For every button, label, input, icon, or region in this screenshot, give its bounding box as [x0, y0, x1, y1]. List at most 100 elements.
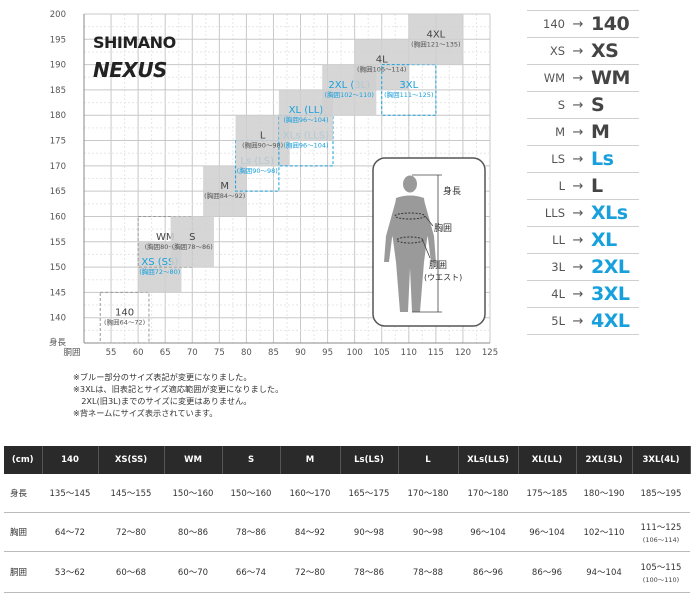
new-size-label: S [591, 94, 605, 116]
table-cell: 102～110 [576, 512, 632, 552]
new-size-label: 4XL [591, 310, 630, 332]
mapping-row: S → S [527, 92, 639, 119]
cell-value: 180～190 [583, 489, 625, 499]
x-tick-label: 125 [482, 348, 498, 358]
x-tick-label: 85 [268, 348, 279, 358]
brand-sub: NEXUS [93, 58, 167, 82]
cell-value: 145～155 [110, 489, 152, 499]
y-tick-label: 160 [50, 212, 66, 222]
size-header: 140 [42, 446, 99, 474]
new-size-label: 3XL [591, 283, 630, 305]
row-label: 胴囲 [4, 551, 42, 593]
size-box-chest: (胸囲64～72) [104, 318, 145, 327]
brand-name: SHIMANO [93, 33, 176, 52]
row-label: 胸囲 [4, 512, 42, 552]
x-tick-label: 60 [133, 348, 144, 358]
old-size-label: S [557, 98, 565, 112]
new-size-label: XL [591, 229, 617, 251]
table-cell: 150～160 [164, 474, 222, 513]
size-box-chest: (胸囲90～98) [242, 141, 283, 150]
mapping-row: LLS → XLs [527, 200, 639, 227]
height-label: 身長 [443, 185, 461, 197]
cell-value: 60～68 [115, 568, 147, 578]
mapping-row: LS → Ls [527, 146, 639, 173]
mapping-row: M → M [527, 119, 639, 146]
cell-old-range: (100～110) [642, 575, 680, 584]
waist-note: (ウエスト) [424, 273, 462, 282]
old-size-label: 3L [551, 260, 565, 274]
size-table: (cm) 140 XS(SS) WM S M Ls(LS) L XLs(LLS) XL(LL) 2X… [4, 446, 691, 593]
y-axis-label: 身長 [49, 337, 67, 348]
table-cell: 84～92 [280, 512, 340, 552]
x-axis-label: 胴囲 [63, 348, 80, 358]
cell-value: 105～115 [640, 562, 682, 573]
size-box-label: S [189, 232, 195, 243]
table-cell: 72～80 [280, 551, 340, 593]
size-box-chest: (胸囲90～98) [237, 166, 278, 175]
table-cell: 165～175 [340, 474, 398, 513]
arrow-icon: → [572, 124, 584, 140]
row-label: 身長 [4, 474, 42, 513]
x-tick-label: 100 [347, 348, 363, 358]
table-cell: 170～180 [398, 474, 458, 513]
size-header: WM [164, 446, 223, 474]
new-size-label: 2XL [591, 256, 630, 278]
cell-value: 60～70 [177, 568, 209, 578]
cell-value: 84～92 [294, 528, 326, 538]
waist-ring [396, 236, 424, 244]
cell-value: 90～98 [353, 528, 385, 538]
cell-value: 53～62 [54, 568, 86, 578]
table-cell: 160～170 [280, 474, 340, 513]
size-box [408, 14, 463, 65]
y-tick-label: 150 [50, 263, 66, 273]
y-tick-label: 145 [50, 288, 66, 298]
old-size-label: LLS [544, 206, 565, 220]
table-cell: 78～86 [340, 551, 398, 593]
y-tick-label: 200 [50, 10, 66, 20]
table-cell: 185～195 [632, 474, 690, 513]
table-cell: 86～96 [518, 551, 576, 593]
figure-right-arm [422, 200, 436, 262]
y-tick-label: 195 [50, 35, 66, 45]
cell-value: 96～104 [470, 528, 506, 538]
cell-value: 175～185 [526, 489, 568, 499]
mapping-row: 4L → 3XL [527, 281, 639, 308]
cell-value: 78～86 [235, 528, 267, 538]
table-cell: 105～115 (100～110) [632, 551, 690, 593]
size-box-label: 4XL [426, 29, 445, 40]
size-box-chest: (胸囲106～114) [357, 65, 406, 74]
mapping-row: 140 → 140 [527, 10, 639, 38]
mapping-row: 3L → 2XL [527, 254, 639, 281]
y-tick-label: 140 [50, 314, 66, 324]
table-cell: 96～104 [518, 512, 576, 552]
mapping-row: XS → XS [527, 38, 639, 65]
y-tick-label: 165 [50, 187, 66, 197]
size-header: XLs(LLS) [458, 446, 519, 474]
table-cell: 60～68 [98, 551, 164, 593]
x-tick-label: 120 [455, 348, 471, 358]
chest-pointer [424, 215, 434, 227]
size-box [137, 215, 193, 268]
cell-value: 66～74 [235, 568, 267, 578]
arrow-icon: → [572, 16, 584, 32]
table-cell: 90～98 [398, 512, 458, 552]
size-header: L [398, 446, 459, 474]
size-header: Ls(LS) [340, 446, 399, 474]
size-box-chest: (胸囲111～125) [384, 90, 433, 99]
size-header: XL(LL) [518, 446, 577, 474]
x-tick-label: 55 [106, 348, 117, 358]
cell-value: 150～160 [230, 489, 272, 499]
table-cell: 94～104 [576, 551, 632, 593]
size-box-label: XL (LL) [289, 105, 324, 116]
size-box-chest: (胸囲78～86) [172, 242, 213, 251]
old-size-label: M [555, 125, 565, 139]
table-cell: 78～86 [222, 512, 280, 552]
table-cell: 53～62 [42, 551, 98, 593]
cell-value: 80～86 [177, 528, 209, 538]
old-size-label: 4L [551, 287, 565, 301]
arrow-icon: → [572, 97, 584, 113]
table-row: 胸囲 64～72 72～80 80～86 78～86 84～92 90～98 90～98 96～… [4, 512, 690, 552]
new-size-label: 140 [591, 13, 630, 35]
figure-left-arm [384, 200, 398, 262]
x-tick-label: 80 [241, 348, 252, 358]
